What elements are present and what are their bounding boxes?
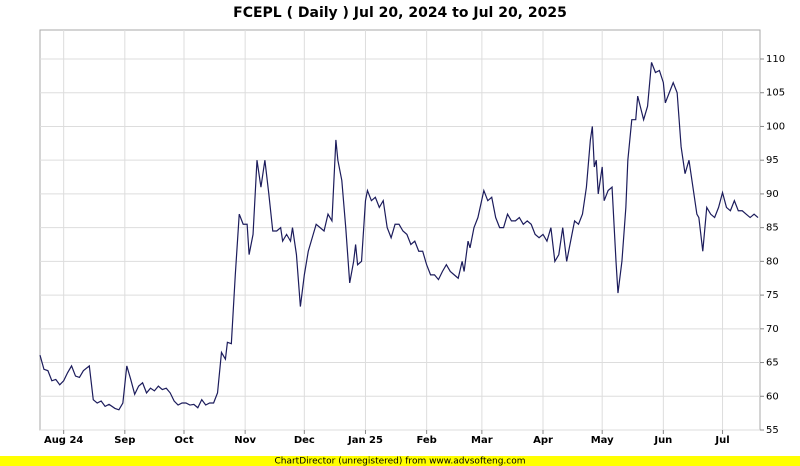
- x-tick-label: Feb: [416, 435, 436, 446]
- chart-title: FCEPL ( Daily ) Jul 20, 2024 to Jul 20, …: [233, 5, 567, 21]
- x-tick-label: Mar: [471, 435, 493, 446]
- x-tick-label: Jan 25: [347, 435, 383, 446]
- y-tick-label: 60: [766, 391, 779, 402]
- y-tick-label: 85: [766, 223, 779, 234]
- y-tick-label: 90: [766, 189, 779, 200]
- y-tick-label: 55: [766, 425, 779, 436]
- x-tick-label: Jul: [714, 435, 729, 446]
- y-tick-label: 95: [766, 155, 779, 166]
- y-tick-label: 70: [766, 324, 779, 335]
- plot-area: [39, 29, 761, 431]
- y-tick-label: 65: [766, 358, 779, 369]
- x-tick-label: Nov: [234, 435, 256, 446]
- x-tick-label: Jun: [653, 435, 672, 446]
- y-tick-label: 105: [766, 88, 785, 99]
- footer: ChartDirector (unregistered) from www.ad…: [274, 457, 525, 466]
- y-tick-label: 110: [766, 54, 785, 65]
- y-tick-label: 80: [766, 256, 779, 267]
- x-tick-label: May: [591, 435, 614, 446]
- footer-bar: [0, 456, 800, 466]
- y-tick-label: 100: [766, 121, 785, 132]
- x-tick-label: Sep: [114, 435, 135, 446]
- x-tick-label: Dec: [294, 435, 315, 446]
- x-tick-label: Apr: [533, 435, 553, 446]
- x-tick-label: Oct: [174, 435, 193, 446]
- y-tick-label: 75: [766, 290, 779, 301]
- x-tick-label: Aug 24: [44, 435, 83, 446]
- price-line: [39, 62, 759, 411]
